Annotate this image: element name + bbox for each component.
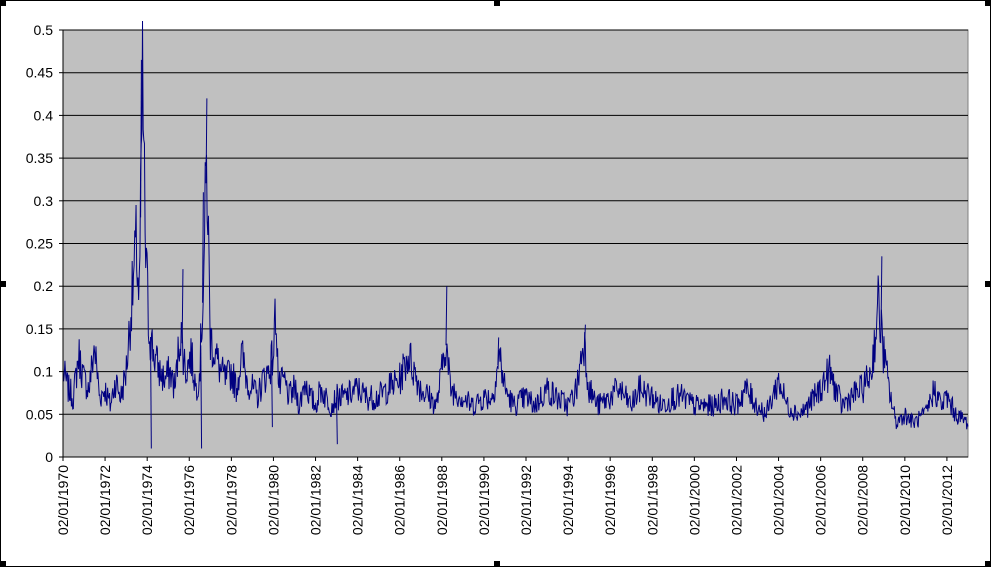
- series-spike: [584, 324, 586, 346]
- series-spike: [205, 98, 208, 184]
- y-tick-label: 0.2: [34, 278, 54, 294]
- x-tick-label: 02/01/2012: [939, 465, 955, 535]
- x-tick-label: 02/01/1970: [55, 465, 71, 535]
- y-tick-label: 0.5: [34, 22, 54, 38]
- x-tick-label: 02/01/1996: [602, 465, 618, 535]
- series-spike: [140, 59, 142, 218]
- resize-handle-top-left[interactable]: [0, 0, 6, 6]
- y-tick-label: 0.3: [34, 193, 54, 209]
- resize-handle-top-center[interactable]: [494, 0, 500, 6]
- x-tick-label: 02/01/1998: [644, 465, 660, 535]
- series-spike: [445, 286, 448, 346]
- resize-handle-top-right[interactable]: [985, 0, 991, 6]
- series-spike: [497, 337, 500, 366]
- x-tick-label: 02/01/1988: [434, 465, 450, 535]
- series-spike: [150, 336, 152, 449]
- x-tick-label: 02/01/1980: [265, 465, 281, 535]
- series-spikes: [140, 59, 883, 449]
- series-spike: [200, 345, 203, 449]
- y-tick-label: 0.25: [26, 236, 53, 252]
- resize-handle-bottom-right[interactable]: [985, 561, 991, 567]
- x-tick-label: 02/01/2006: [813, 465, 829, 535]
- x-tick-label: 02/01/1992: [518, 465, 534, 535]
- series-spike: [336, 397, 338, 445]
- x-tick-label: 02/01/1990: [476, 465, 492, 535]
- y-tick-label: 0: [45, 449, 53, 465]
- resize-handle-bottom-center[interactable]: [494, 561, 500, 567]
- series-spike: [202, 192, 204, 303]
- x-tick-label: 02/01/2002: [728, 465, 744, 535]
- x-tick-label: 02/01/1972: [97, 465, 113, 535]
- series-spike: [880, 256, 883, 329]
- x-tick-label: 02/01/1984: [350, 465, 366, 535]
- y-tick-label: 0.35: [26, 150, 53, 166]
- x-axis-tick-labels: 02/01/1970 02/01/1972 02/01/1974 02/01/1976…: [55, 465, 955, 535]
- resize-handle-middle-left[interactable]: [0, 281, 6, 287]
- series-spike: [271, 360, 273, 428]
- x-tick-label: 02/01/2000: [686, 465, 702, 535]
- y-tick-label: 0.15: [26, 321, 53, 337]
- x-tick-label: 02/01/1994: [560, 465, 576, 535]
- x-tick-label: 02/01/2008: [855, 465, 871, 535]
- x-tick-label: 02/01/2004: [771, 465, 787, 535]
- x-tick-label: 02/01/1986: [392, 465, 408, 535]
- y-tick-label: 0.4: [34, 107, 54, 123]
- y-tick-label: 0.05: [26, 406, 53, 422]
- gridlines: [59, 29, 968, 461]
- series-spike: [181, 269, 184, 344]
- x-tick-label: 02/01/1982: [308, 465, 324, 535]
- y-tick-label: 0.1: [34, 364, 54, 380]
- x-tick-label: 02/01/1976: [181, 465, 197, 535]
- x-tick-label: 02/01/1978: [223, 465, 239, 535]
- resize-handle-bottom-left[interactable]: [0, 561, 6, 567]
- x-tick-label: 02/01/2010: [897, 465, 913, 535]
- x-tick-label: 02/01/1974: [139, 465, 155, 535]
- y-axis-tick-labels: 0 0.05 0.1 0.15 0.2 0.25 0.3 0.35 0.4 0.45 0.5: [26, 22, 53, 465]
- resize-handle-middle-right[interactable]: [985, 281, 991, 287]
- y-tick-label: 0.45: [26, 65, 53, 81]
- series-line: [62, 21, 969, 430]
